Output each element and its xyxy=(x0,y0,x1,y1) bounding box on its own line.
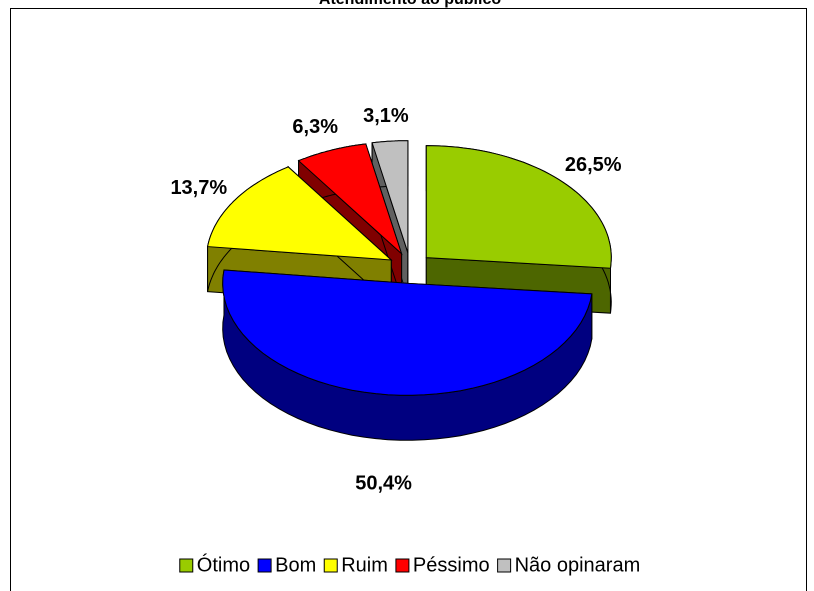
chart-frame xyxy=(10,8,807,591)
legend-label: Ruim xyxy=(341,554,388,576)
data-label: 13,7% xyxy=(170,177,227,199)
legend-label: Péssimo xyxy=(413,554,490,576)
legend-swatch xyxy=(395,558,410,573)
legend-swatch xyxy=(257,558,272,573)
legend-label: Bom xyxy=(275,554,316,576)
chart-title: Atendimento ao público xyxy=(319,0,501,8)
legend-label: Ótimo xyxy=(197,553,250,576)
data-label: 3,1% xyxy=(363,105,409,127)
legend: Ótimo Bom Ruim Péssimo Não opinaram xyxy=(179,553,641,576)
slice xyxy=(297,143,403,256)
legend-swatch xyxy=(497,558,512,573)
legend-swatch xyxy=(179,558,194,573)
data-label: 50,4% xyxy=(355,472,412,494)
legend-swatch xyxy=(323,558,338,573)
slice xyxy=(371,140,409,253)
legend-label: Não opinaram xyxy=(515,554,641,576)
slice xyxy=(206,166,393,261)
data-label: 6,3% xyxy=(292,116,338,138)
pie: 26,5% 50,4% 13,7% 6,3% 3,1% xyxy=(170,105,621,494)
data-label: 26,5% xyxy=(565,154,622,176)
slice xyxy=(222,269,593,396)
slice xyxy=(425,145,612,269)
